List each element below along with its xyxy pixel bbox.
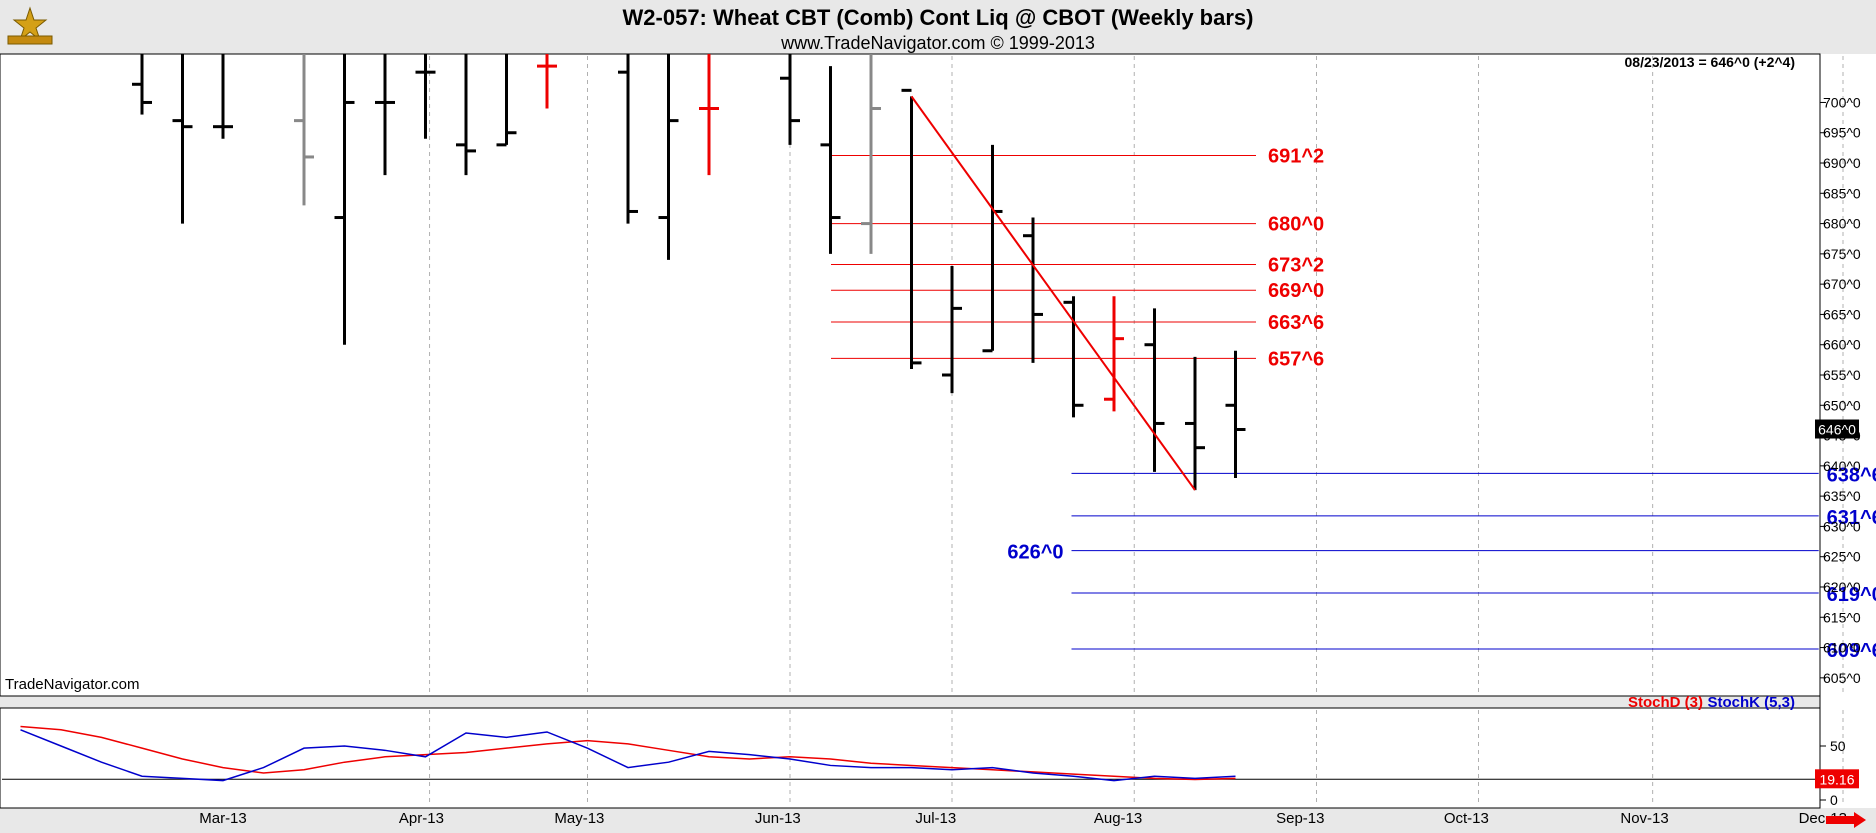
- support-label: 638^6: [1827, 464, 1876, 486]
- resistance-label: 669^0: [1268, 280, 1324, 302]
- stochk-line: [20, 729, 1236, 782]
- trend-layer: [910, 95, 1196, 491]
- y-tick-label: 650^0: [1823, 397, 1861, 413]
- x-tick-label: Mar-13: [199, 810, 247, 827]
- x-tick-label: Aug-13: [1094, 810, 1142, 827]
- last-price-info: 08/23/2013 = 646^0 (+2^4): [1625, 54, 1795, 70]
- x-tick-label: May-13: [554, 810, 604, 827]
- stochd-line: [20, 725, 1236, 781]
- resistance-label: 657^6: [1268, 348, 1324, 370]
- y-tick-label: 655^0: [1823, 367, 1861, 383]
- y-tick-label: 630^0: [1823, 518, 1861, 534]
- stoch-y-tick-label: 0: [1830, 792, 1838, 808]
- x-tick-label: Oct-13: [1444, 810, 1489, 827]
- y-tick-label: 695^0: [1823, 125, 1861, 141]
- scroll-right-arrow-icon[interactable]: [1826, 812, 1866, 828]
- support-label: 631^6: [1827, 507, 1876, 529]
- y-tick-label: 665^0: [1823, 306, 1861, 322]
- y-tick-label: 620^0: [1823, 579, 1861, 595]
- bar-layer: [132, 54, 1246, 491]
- level-layer: 691^2 680^0 673^2 669^0 663^6 657^6 638^6 631^6…: [831, 145, 1876, 662]
- support-label: 609^6: [1827, 640, 1876, 662]
- axis-layer: 605^0 610^0 615^0 620^0 625^0 630^0 635^0 640^0…: [199, 54, 1861, 827]
- stochastic-panel: [0, 707, 1821, 809]
- stoch-value-tag-label: 19.16: [1819, 771, 1854, 787]
- x-tick-label: Jun-13: [755, 810, 801, 827]
- y-tick-label: 670^0: [1823, 276, 1861, 292]
- last-price-tag-label: 646^0: [1818, 422, 1856, 438]
- chart-subtitle: www.TradeNavigator.com © 1999-2013: [780, 33, 1095, 53]
- y-tick-label: 690^0: [1823, 155, 1861, 171]
- resistance-label: 673^2: [1268, 254, 1324, 276]
- y-tick-label: 625^0: [1823, 549, 1861, 565]
- x-tick-label: Nov-13: [1620, 810, 1668, 827]
- grid-layer: [429, 56, 1844, 806]
- stochd-legend: StochD (3): [1628, 694, 1703, 711]
- tradenavigator-logo-icon: [7, 6, 53, 45]
- resistance-label: 691^2: [1268, 145, 1324, 167]
- x-tick-label: Apr-13: [399, 810, 444, 827]
- x-tick-label: Jul-13: [915, 810, 956, 827]
- y-tick-label: 680^0: [1823, 216, 1861, 232]
- y-tick-label: 685^0: [1823, 185, 1861, 201]
- stoch-y-tick-label: 50: [1830, 738, 1846, 754]
- y-tick-label: 635^0: [1823, 488, 1861, 504]
- support-label: 619^0: [1827, 584, 1876, 606]
- y-tick-label: 610^0: [1823, 640, 1861, 656]
- y-tick-label: 615^0: [1823, 609, 1861, 625]
- y-tick-label: 605^0: [1823, 670, 1861, 686]
- resistance-label: 663^6: [1268, 312, 1324, 334]
- stochk-legend: StochK (5,3): [1707, 694, 1795, 711]
- y-tick-label: 640^0: [1823, 458, 1861, 474]
- support-label: 626^0: [1007, 542, 1063, 564]
- y-tick-label: 675^0: [1823, 246, 1861, 262]
- chart-title: W2-057: Wheat CBT (Comb) Cont Liq @ CBOT…: [623, 5, 1254, 30]
- x-tick-label: Sep-13: [1276, 810, 1324, 827]
- stoch-value-tag: [1815, 769, 1859, 789]
- resistance-label: 680^0: [1268, 214, 1324, 236]
- stoch-layer: [2, 725, 1818, 782]
- watermark: TradeNavigator.com: [5, 676, 140, 693]
- y-tick-label: 660^0: [1823, 337, 1861, 353]
- y-tick-label: 700^0: [1823, 94, 1861, 110]
- trendline: [910, 95, 1196, 491]
- last-price-tag: [1815, 419, 1859, 439]
